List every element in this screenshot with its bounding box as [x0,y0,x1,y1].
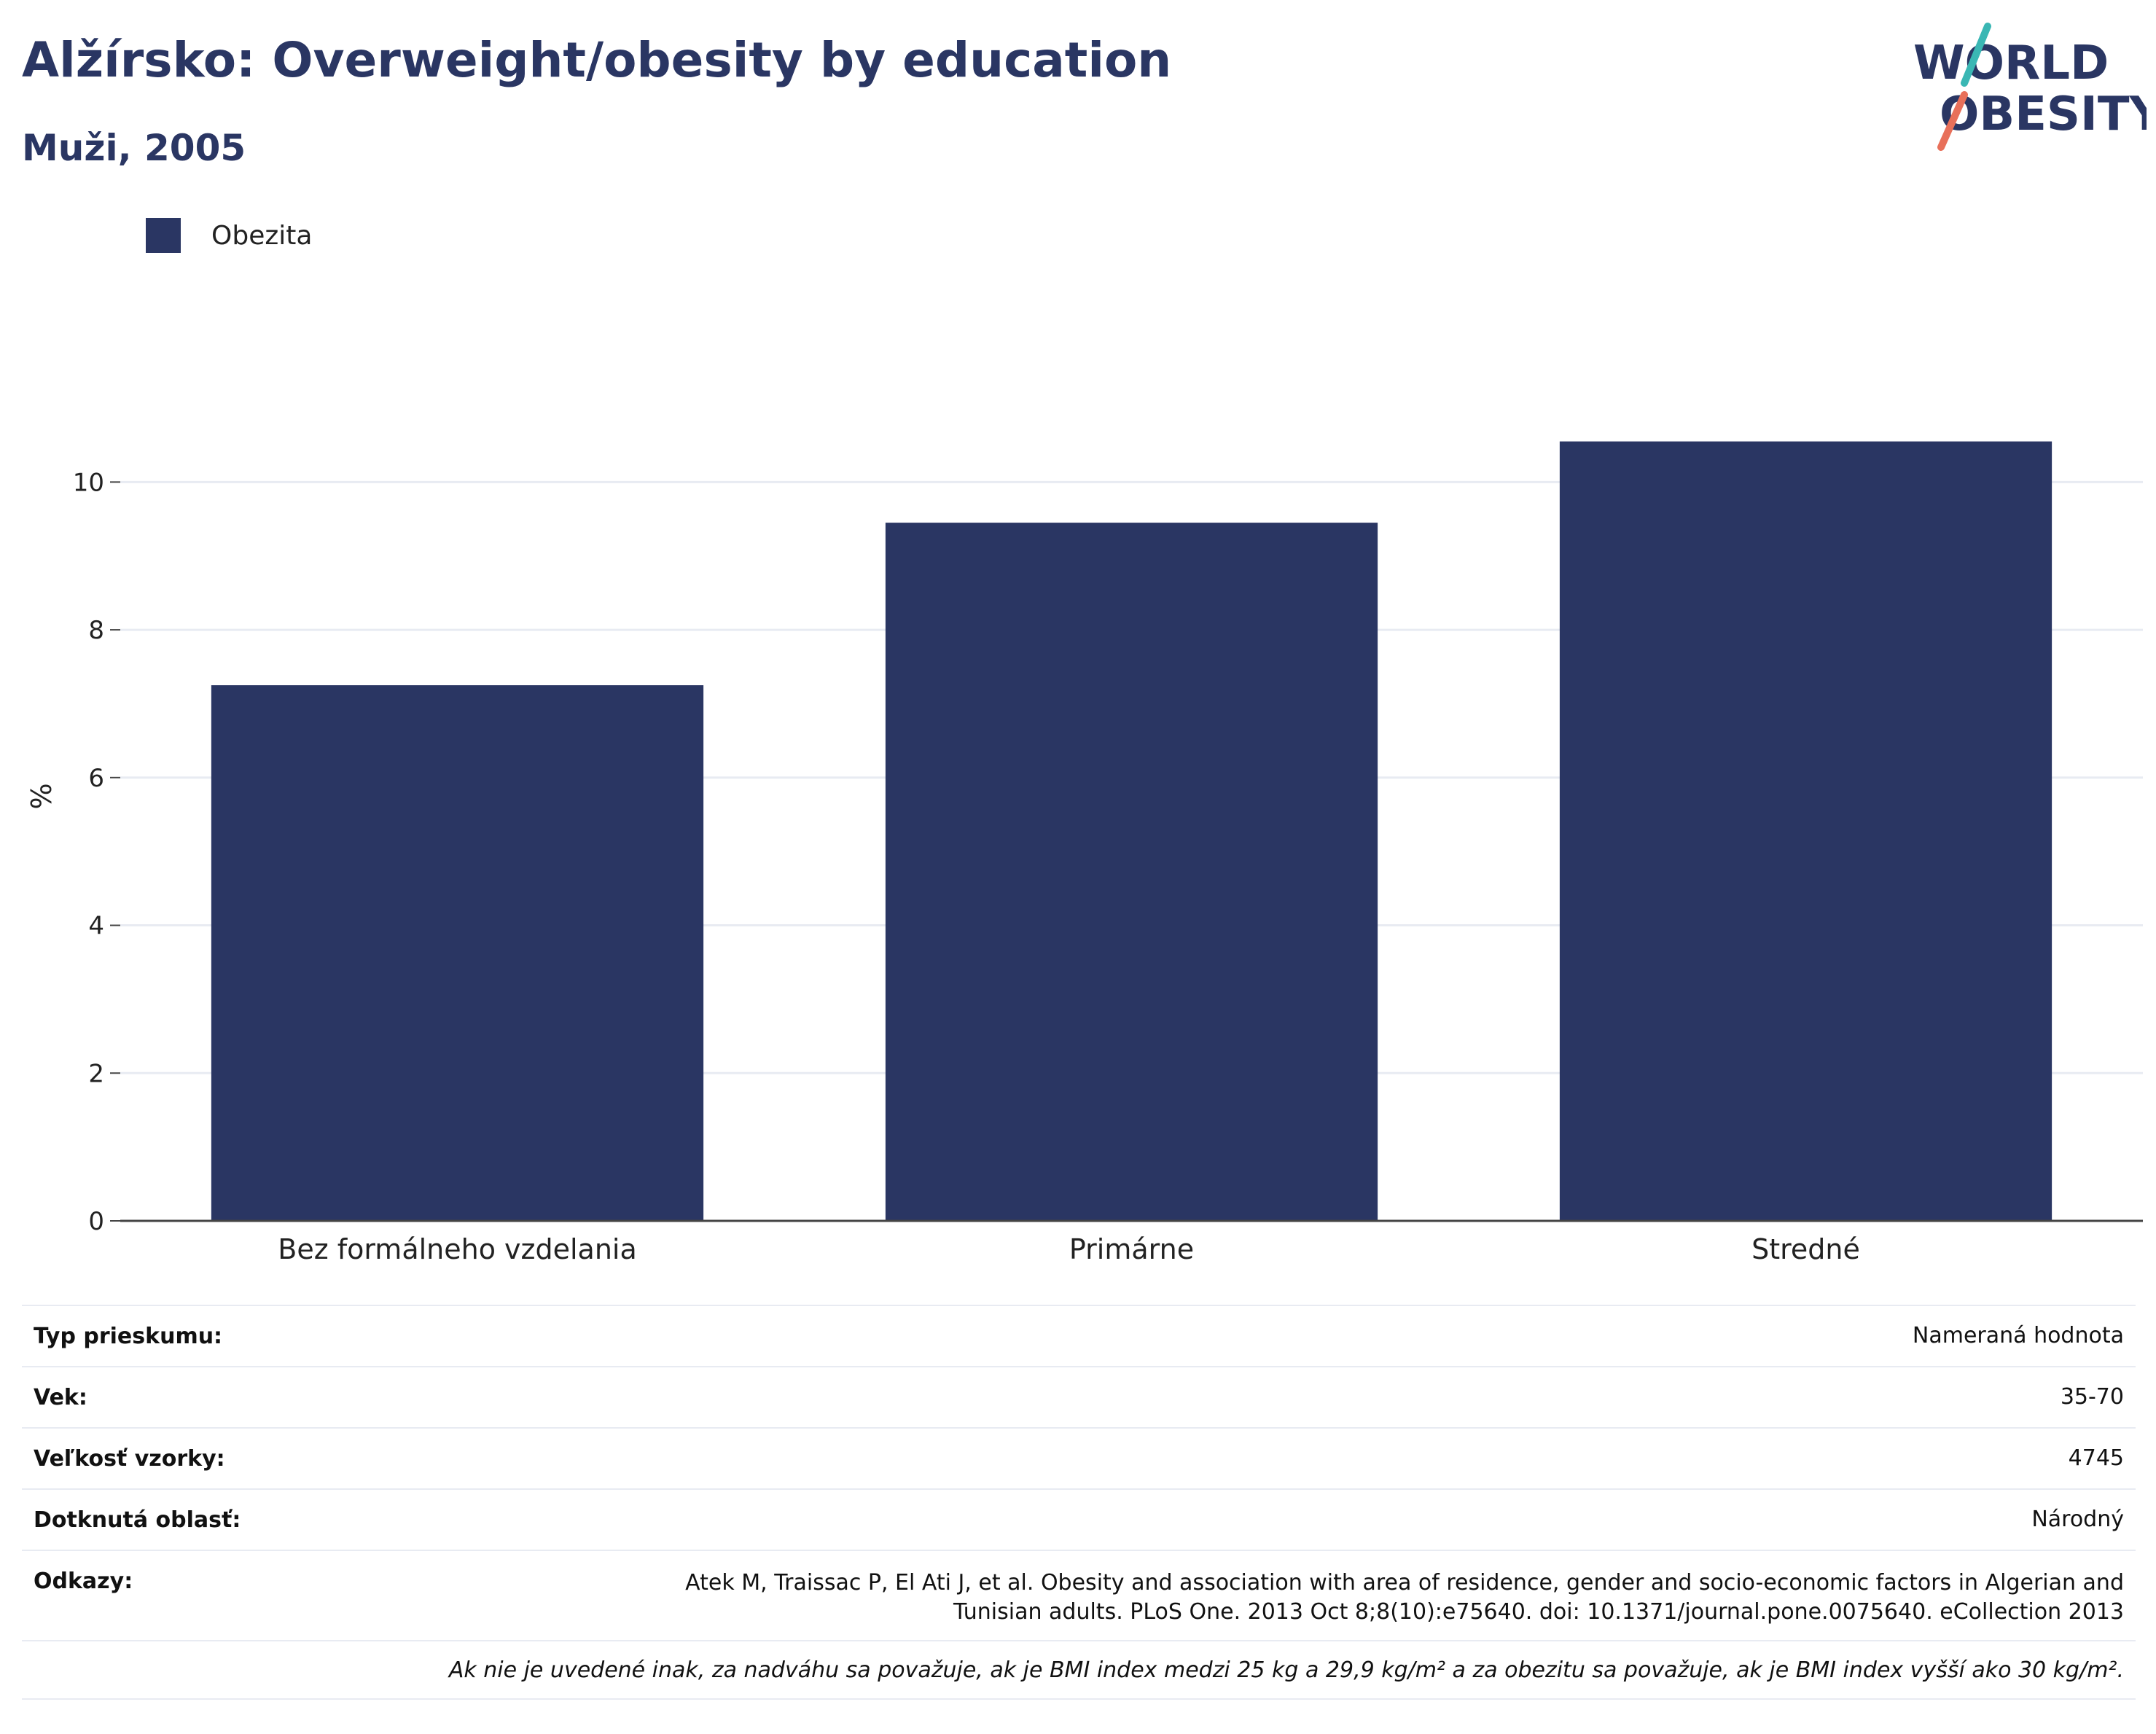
info-key: Odkazy: [34,1569,133,1594]
y-tick-label: 6 [88,764,104,793]
svg-text:WORLD: WORLD [1913,36,2109,90]
bar-3 [1559,441,2053,1221]
x-tick-label: Stredné [1751,1233,1860,1265]
legend-swatch-obezita [146,218,181,253]
info-value: Národný [2031,1507,2124,1532]
info-value: 4745 [2068,1445,2124,1471]
references-line-2: Tunisian adults. PLoS One. 2013 Oct 8;8(… [953,1599,2124,1625]
bar-2 [885,523,1378,1221]
y-tick-label: 2 [88,1059,104,1088]
info-row-references: Odkazy: Atek M, Traissac P, El Ati J, et… [22,1550,2136,1640]
chart-legend[interactable]: Obezita [146,217,312,254]
legend-label-obezita: Obezita [211,220,313,251]
survey-info-table: Typ prieskumu: Nameraná hodnota Vek: 35-… [22,1305,2136,1700]
bar-1 [211,685,704,1221]
y-tick-label: 4 [88,912,104,941]
x-tick-label: Primárne [1069,1233,1194,1265]
references-text: Atek M, Traissac P, El Ati J, et al. Obe… [685,1569,2124,1627]
info-key: Vek: [34,1384,87,1410]
y-tick-label: 8 [88,616,104,645]
references-line-1: Atek M, Traissac P, El Ati J, et al. Obe… [685,1570,2124,1596]
page-title: Alžírsko: Overweight/obesity by educatio… [22,32,1172,88]
info-row-sample-size: Veľkosť vzorky: 4745 [22,1427,2136,1488]
info-value: 35-70 [2060,1384,2124,1410]
info-key: Dotknutá oblasť: [34,1507,241,1533]
world-obesity-logo: WORLD OBESITY [1913,23,2147,151]
footnote-row: Ak nie je uvedené inak, za nadváhu sa po… [22,1640,2136,1700]
y-axis-label: % [26,783,58,809]
svg-text:OBESITY: OBESITY [1940,87,2147,141]
x-tick-label: Bez formálneho vzdelania [278,1233,637,1265]
y-tick-label: 0 [88,1207,104,1236]
info-row-survey-type: Typ prieskumu: Nameraná hodnota [22,1305,2136,1366]
info-key: Typ prieskumu: [34,1323,223,1349]
info-value: Nameraná hodnota [1912,1323,2124,1348]
y-tick-label: 10 [73,468,104,497]
page-subtitle: Muži, 2005 [22,127,246,169]
info-key: Veľkosť vzorky: [34,1445,225,1472]
info-row-age: Vek: 35-70 [22,1366,2136,1427]
info-row-area: Dotknutá oblasť: Národný [22,1488,2136,1550]
bar-chart: 0 2 4 6 8 10% Bez formálneho vzdelania Primárne… [26,441,2143,1265]
bmi-footnote: Ak nie je uvedené inak, za nadváhu sa po… [448,1657,2124,1683]
